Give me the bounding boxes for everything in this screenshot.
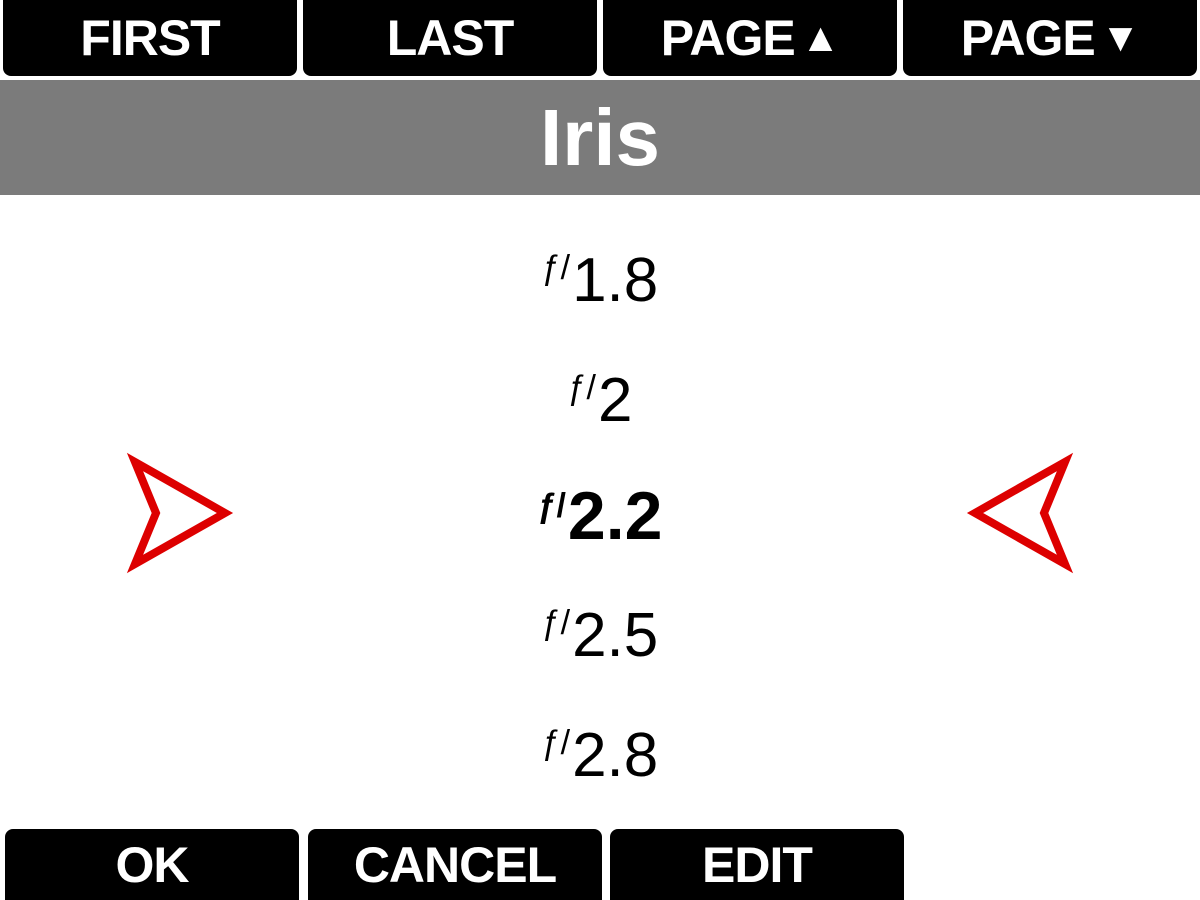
value: 2 [597, 366, 633, 435]
page-up-label: PAGE [660, 10, 796, 66]
page-up-button[interactable]: PAGE ▲ [603, 0, 897, 76]
list-item[interactable]: ƒ/1.8 [0, 250, 1200, 312]
page-title: Iris [0, 80, 1200, 195]
list-item[interactable]: ƒ/2.8 [0, 725, 1200, 787]
f-prefix: ƒ/ [541, 724, 571, 762]
first-button[interactable]: FIRST [3, 0, 297, 76]
cancel-label: CANCEL [353, 836, 557, 893]
triangle-down-icon: ▼ [1100, 15, 1141, 60]
last-label: LAST [386, 10, 515, 66]
ok-label: OK [115, 836, 190, 893]
cancel-button[interactable]: CANCEL [308, 829, 602, 900]
f-prefix: ƒ/ [567, 369, 596, 407]
f-prefix: ƒ/ [537, 487, 566, 525]
page-down-label: PAGE [960, 10, 1096, 66]
last-button[interactable]: LAST [303, 0, 597, 76]
triangle-up-icon: ▲ [800, 15, 841, 60]
f-prefix: ƒ/ [541, 604, 571, 642]
edit-button[interactable]: EDIT [610, 829, 904, 900]
list-item[interactable]: ƒ/2 [0, 370, 1200, 432]
value: 2.8 [572, 721, 659, 790]
first-label: FIRST [80, 10, 220, 66]
ok-button[interactable]: OK [5, 829, 299, 900]
selector-arrow-right-icon [126, 452, 234, 574]
value: 1.8 [572, 246, 659, 315]
value: 2.5 [572, 601, 659, 670]
f-prefix: ƒ/ [541, 249, 571, 287]
value: 2.2 [567, 478, 663, 554]
edit-label: EDIT [702, 836, 813, 893]
selector-arrow-left-icon [966, 452, 1074, 574]
page-down-button[interactable]: PAGE ▼ [903, 0, 1197, 76]
list-item[interactable]: ƒ/2.5 [0, 605, 1200, 667]
list-item-selected[interactable]: ƒ/2.2 [0, 482, 1200, 550]
